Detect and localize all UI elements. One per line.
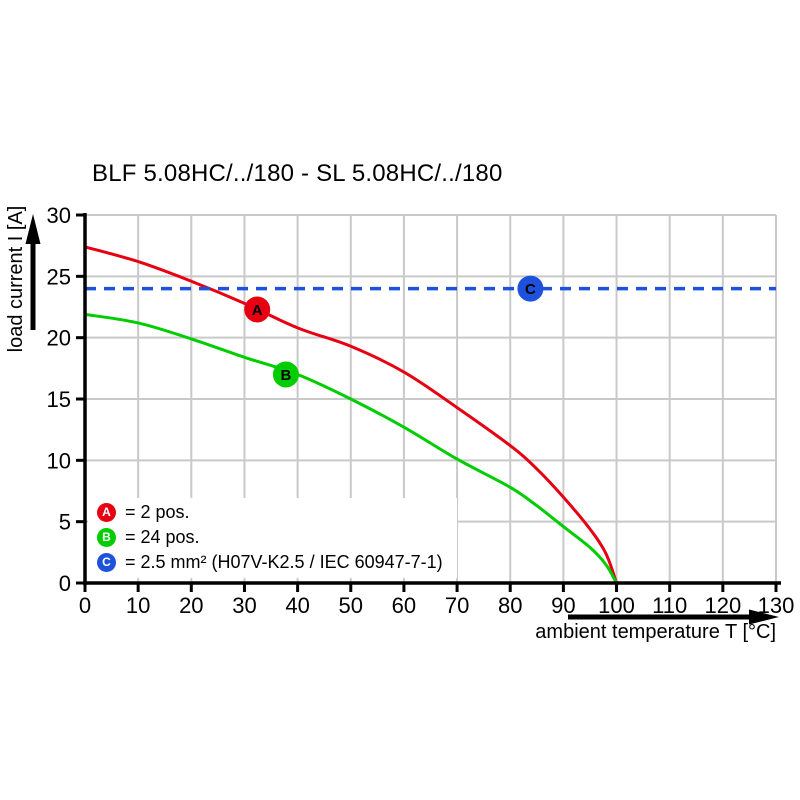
x-tick-label: 10 [126, 593, 150, 618]
x-tick-label: 50 [339, 593, 363, 618]
legend: A = 2 pos. B = 24 pos. C = 2.5 mm² (H07V… [88, 498, 457, 578]
x-tick-label: 70 [445, 593, 469, 618]
y-tick-label: 30 [47, 203, 71, 228]
tick-marks [76, 213, 778, 592]
legend-marker-a-icon: A [97, 503, 116, 522]
legend-marker-c-icon: C [97, 553, 116, 572]
x-axis-label: ambient temperature T [°C] [535, 621, 776, 643]
y-axis-arrow-icon [25, 214, 41, 330]
y-tick-label: 5 [59, 510, 71, 535]
series-b-curve [84, 312, 618, 584]
x-tick-label: 110 [652, 593, 687, 618]
curve-marker-a: A [244, 296, 271, 323]
y-tick-label: 0 [59, 571, 71, 596]
y-tick-label: 10 [47, 448, 71, 473]
legend-item-b-label: = 24 pos. [125, 527, 200, 547]
svg-text:A: A [252, 302, 263, 319]
x-tick-label: 0 [79, 593, 91, 618]
legend-marker-b-icon: B [97, 528, 116, 547]
legend-marker-b-letter: B [102, 530, 111, 544]
x-tick-label: 100 [598, 593, 635, 618]
page-title: BLF 5.08HC/../180 - SL 5.08HC/../180 [92, 160, 503, 187]
svg-text:B: B [280, 367, 291, 384]
legend-item-a: A = 2 pos. [97, 500, 443, 525]
x-tick-label: 40 [285, 593, 309, 618]
y-tick-label: 15 [47, 387, 71, 412]
x-tick-label: 90 [551, 593, 575, 618]
legend-item-a-label: = 2 pos. [125, 502, 190, 522]
y-tick-labels: 0 5 10 15 20 25 30 [47, 203, 71, 596]
legend-marker-a-letter: A [102, 505, 111, 519]
y-tick-label: 25 [47, 264, 71, 289]
legend-marker-c-letter: C [102, 555, 111, 569]
series-a-curve [84, 245, 618, 584]
curve-marker-b: B [272, 361, 299, 388]
x-tick-label: 30 [232, 593, 256, 618]
legend-item-c-label: = 2.5 mm² (H07V-K2.5 / IEC 60947-7-1) [125, 552, 443, 572]
x-tick-label: 80 [498, 593, 522, 618]
x-tick-label: 60 [392, 593, 416, 618]
x-tick-label: 20 [179, 593, 203, 618]
x-axis-arrow-icon [568, 609, 779, 625]
x-tick-label: 120 [704, 593, 741, 618]
y-tick-label: 20 [47, 326, 71, 351]
x-tick-labels: 0 10 20 30 40 50 60 70 80 90 100 110 120 130 [79, 593, 794, 618]
curve-marker-c: C [517, 275, 544, 302]
legend-item-b: B = 24 pos. [97, 525, 443, 550]
svg-text:C: C [525, 281, 536, 298]
legend-item-c: C = 2.5 mm² (H07V-K2.5 / IEC 60947-7-1) [97, 550, 443, 575]
